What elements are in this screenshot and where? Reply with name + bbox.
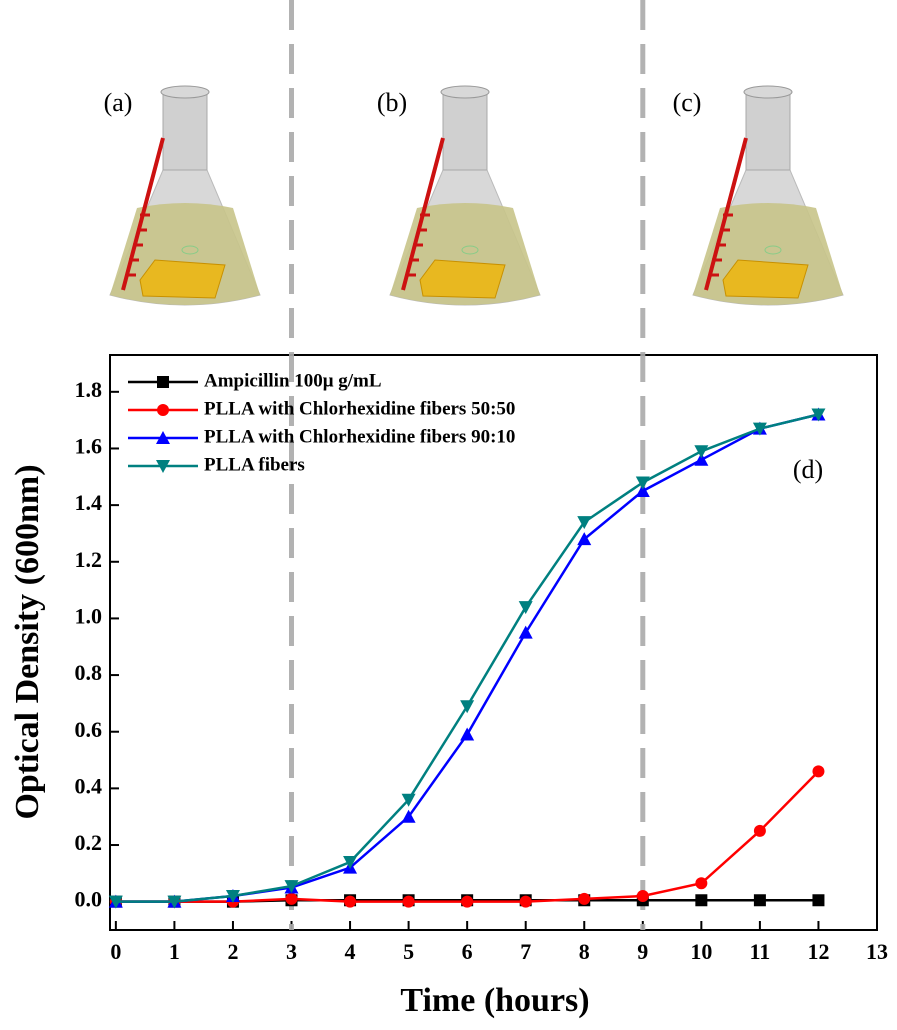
panel-label: (c) — [673, 88, 702, 117]
data-point — [694, 452, 709, 466]
data-point — [343, 856, 358, 870]
data-point — [811, 408, 826, 422]
y-tick-label: 0.0 — [75, 887, 103, 912]
x-tick-label: 6 — [462, 939, 473, 964]
legend-marker — [156, 431, 170, 444]
data-point — [460, 700, 475, 714]
data-point — [695, 877, 708, 890]
x-tick-label: 11 — [750, 939, 771, 964]
data-point — [636, 890, 649, 903]
legend-marker — [156, 460, 170, 473]
x-tick-label: 8 — [579, 939, 590, 964]
legend-marker — [157, 376, 169, 388]
x-tick-label: 13 — [866, 939, 888, 964]
data-point — [812, 894, 825, 907]
legend-label: PLLA with Chlorhexidine fibers 50:50 — [204, 398, 515, 419]
x-axis-title: Time (hours) — [400, 982, 589, 1019]
data-point — [753, 824, 766, 837]
flask-illustration — [691, 84, 845, 307]
data-point — [635, 476, 650, 490]
data-point — [578, 892, 591, 905]
panel-label: (b) — [377, 88, 407, 117]
series-line — [115, 413, 819, 903]
y-tick-label: 1.4 — [75, 490, 103, 515]
data-point — [753, 894, 766, 907]
x-tick-label: 2 — [227, 939, 238, 964]
data-point — [460, 727, 475, 741]
data-point — [518, 625, 533, 639]
x-tick-label: 4 — [345, 939, 356, 964]
data-point — [577, 516, 592, 530]
data-point — [167, 895, 182, 909]
y-tick-label: 0.2 — [75, 830, 103, 855]
y-tick-label: 1.6 — [75, 434, 103, 459]
data-point — [812, 765, 825, 778]
y-tick-label: 1.2 — [75, 547, 103, 572]
x-tick-label: 5 — [403, 939, 414, 964]
x-tick-label: 7 — [520, 939, 531, 964]
y-tick-label: 1.8 — [75, 377, 103, 402]
legend-label: PLLA with Chlorhexidine fibers 90:10 — [204, 426, 515, 447]
data-point — [695, 894, 708, 907]
data-point — [577, 532, 592, 546]
y-tick-label: 0.6 — [75, 717, 103, 742]
data-point — [519, 895, 532, 908]
x-tick-label: 3 — [286, 939, 297, 964]
x-tick-label: 9 — [637, 939, 648, 964]
flask-illustration — [108, 84, 262, 307]
x-tick-label: 0 — [110, 939, 121, 964]
y-tick-label: 1.0 — [75, 603, 103, 628]
data-point — [518, 601, 533, 615]
series-line — [115, 413, 819, 903]
data-point — [401, 793, 416, 807]
y-tick-label: 0.4 — [75, 773, 103, 798]
data-point — [225, 890, 240, 904]
data-point — [461, 895, 474, 908]
data-point — [402, 895, 415, 908]
data-point — [635, 483, 650, 497]
y-tick-label: 0.8 — [75, 660, 103, 685]
annotation: (d) — [793, 455, 823, 484]
data-point — [694, 445, 709, 459]
x-tick-label: 1 — [169, 939, 180, 964]
data-point — [401, 809, 416, 823]
series-line — [115, 770, 820, 903]
data-point — [752, 422, 767, 436]
data-point — [108, 895, 123, 909]
x-tick-label: 10 — [690, 939, 712, 964]
y-axis-title: Optical Density (600nm) — [9, 464, 46, 819]
legend-label: Ampicillin 100μ g/mL — [204, 370, 382, 391]
flask-illustration — [388, 84, 542, 307]
legend-label: PLLA fibers — [204, 454, 305, 475]
panel-label: (a) — [104, 88, 133, 117]
data-point — [284, 880, 299, 894]
data-point — [285, 892, 298, 905]
data-point — [344, 895, 357, 908]
legend-marker — [157, 404, 169, 416]
plot-frame — [109, 354, 878, 931]
x-tick-label: 12 — [807, 939, 829, 964]
